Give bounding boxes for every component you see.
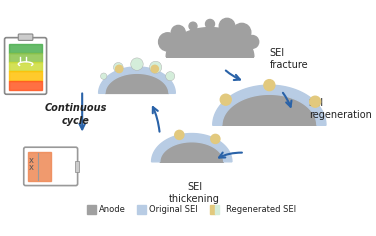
Polygon shape bbox=[99, 67, 175, 93]
Circle shape bbox=[264, 80, 275, 91]
Circle shape bbox=[189, 22, 197, 30]
Circle shape bbox=[206, 19, 215, 29]
FancyBboxPatch shape bbox=[24, 147, 77, 185]
Text: SEI
thickening: SEI thickening bbox=[169, 182, 220, 204]
Circle shape bbox=[114, 63, 123, 72]
Bar bbox=[28, 152, 51, 181]
Text: Regenerated SEI: Regenerated SEI bbox=[226, 205, 297, 214]
Bar bbox=[215, 205, 219, 214]
Polygon shape bbox=[213, 85, 326, 125]
Text: Anode: Anode bbox=[99, 205, 126, 214]
Bar bbox=[9, 53, 42, 62]
Circle shape bbox=[220, 94, 231, 105]
Circle shape bbox=[151, 65, 158, 73]
Polygon shape bbox=[222, 94, 317, 125]
Polygon shape bbox=[152, 134, 232, 162]
Bar bbox=[9, 44, 42, 53]
Text: Continuous
cycle: Continuous cycle bbox=[45, 103, 107, 126]
Polygon shape bbox=[166, 28, 254, 57]
Polygon shape bbox=[160, 142, 224, 162]
Bar bbox=[75, 161, 79, 172]
Circle shape bbox=[211, 134, 220, 143]
Circle shape bbox=[159, 33, 177, 51]
Bar bbox=[9, 62, 42, 72]
Bar bbox=[9, 80, 42, 90]
Circle shape bbox=[150, 61, 162, 73]
Text: SEI
fracture: SEI fracture bbox=[269, 48, 308, 70]
Text: x: x bbox=[29, 156, 33, 165]
Text: Original SEI: Original SEI bbox=[149, 205, 197, 214]
Circle shape bbox=[246, 35, 259, 48]
Polygon shape bbox=[105, 73, 169, 93]
Circle shape bbox=[219, 18, 235, 34]
Bar bbox=[87, 205, 96, 214]
Bar bbox=[137, 205, 146, 214]
FancyBboxPatch shape bbox=[18, 34, 33, 40]
Circle shape bbox=[166, 72, 175, 81]
Text: x: x bbox=[29, 163, 33, 172]
Text: SEI
regeneration: SEI regeneration bbox=[309, 98, 371, 120]
FancyBboxPatch shape bbox=[5, 38, 47, 94]
Circle shape bbox=[175, 130, 184, 139]
Bar bbox=[210, 205, 215, 214]
Circle shape bbox=[310, 96, 321, 107]
Bar bbox=[9, 72, 42, 80]
Circle shape bbox=[100, 73, 107, 79]
Circle shape bbox=[131, 58, 143, 70]
Circle shape bbox=[233, 23, 251, 42]
Circle shape bbox=[115, 65, 123, 73]
Circle shape bbox=[171, 25, 185, 39]
